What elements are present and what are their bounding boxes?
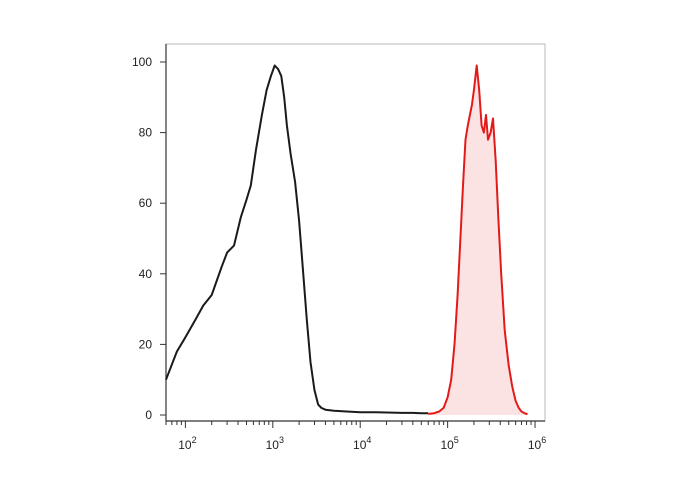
plot-frame xyxy=(165,43,546,422)
series-1-line xyxy=(428,64,528,416)
x-tick-label-1: 103 xyxy=(266,435,284,452)
y-tick-label-4: 80 xyxy=(139,126,153,140)
series-layer xyxy=(165,64,528,416)
y-tick-label-1: 20 xyxy=(139,337,153,351)
x-tick-label-4: 106 xyxy=(528,435,546,452)
series-1-area xyxy=(428,65,528,415)
x-tick-label-0: 102 xyxy=(178,435,196,452)
y-tick-label-2: 40 xyxy=(139,267,153,281)
x-tick-label-2: 104 xyxy=(353,435,371,452)
series-0-line xyxy=(165,64,429,415)
y-tick-label-3: 60 xyxy=(139,196,153,210)
x-axis: 102 103 104 105 106 xyxy=(165,421,546,452)
x-tick-label-3: 105 xyxy=(440,435,458,452)
y-axis: 0 20 40 60 80 100 xyxy=(132,55,166,422)
y-tick-label-0: 0 xyxy=(145,408,152,422)
y-tick-label-5: 100 xyxy=(132,55,152,69)
